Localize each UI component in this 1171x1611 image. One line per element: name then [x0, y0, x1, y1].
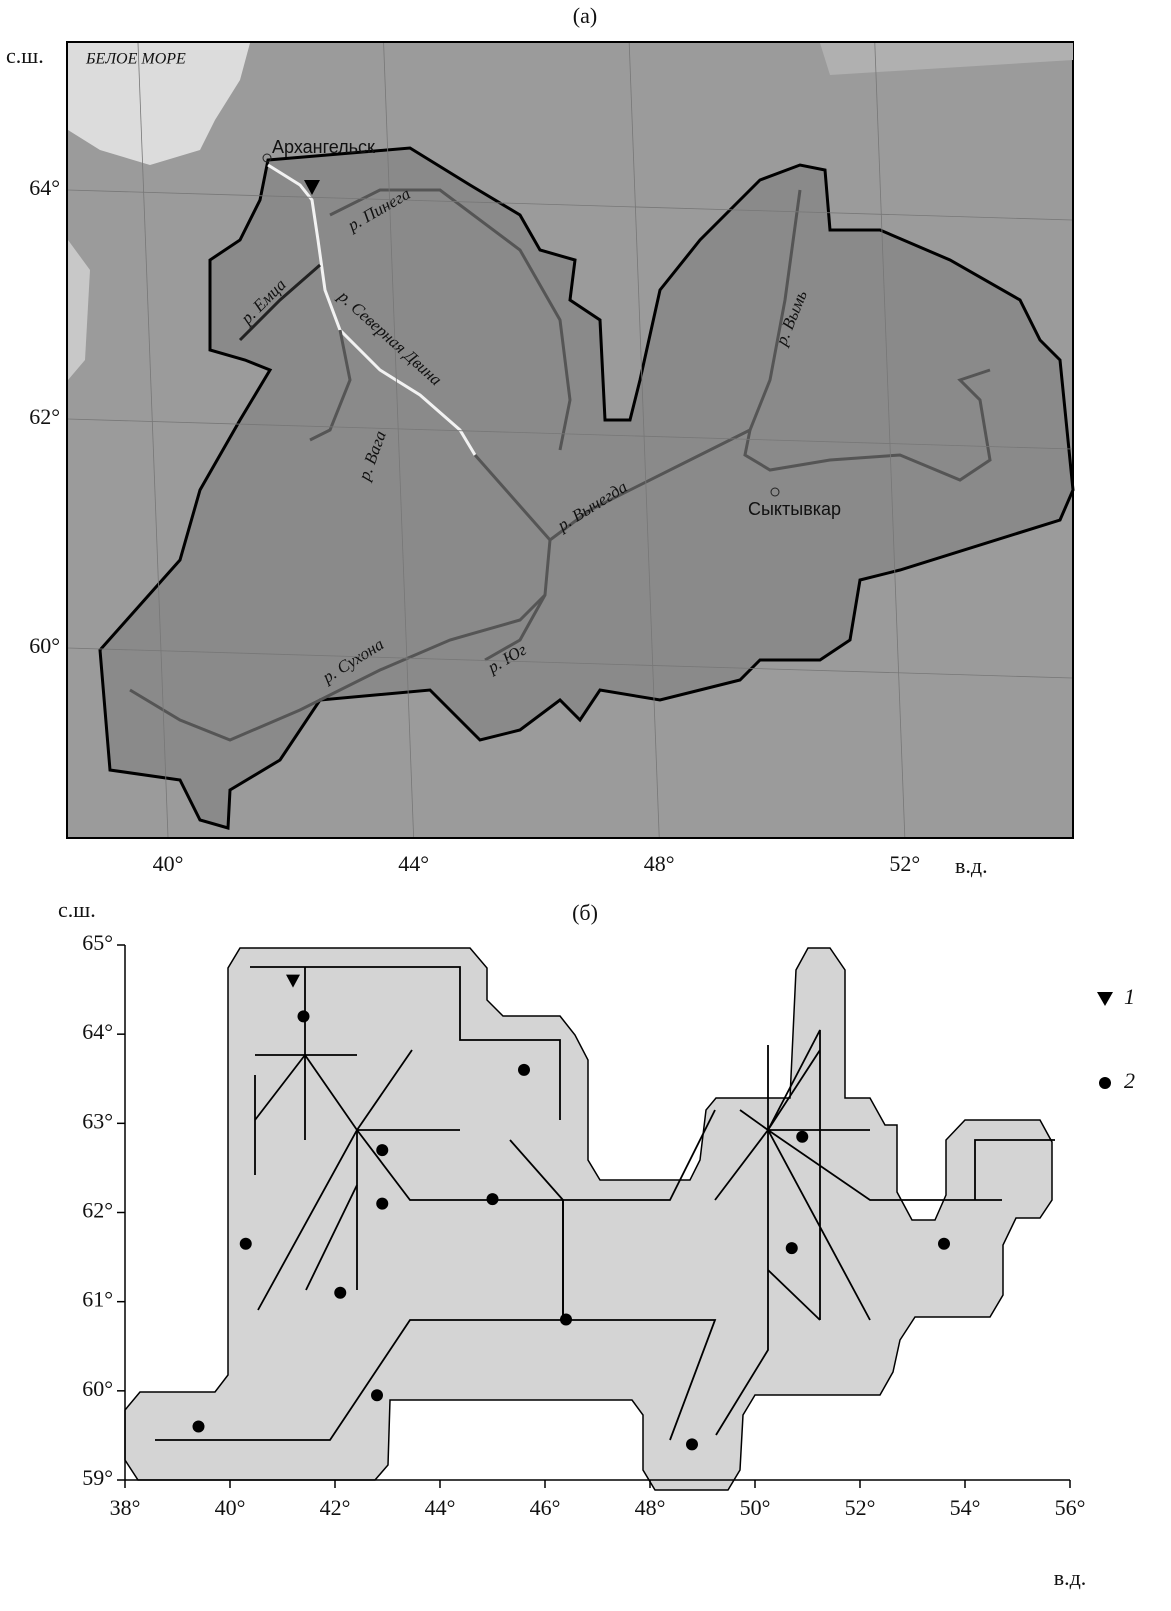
- lat-axis-label: с.ш.: [58, 897, 96, 922]
- y-tick-label: 65°: [82, 930, 113, 955]
- station-point: [487, 1193, 499, 1205]
- map: [67, 42, 1073, 838]
- x-tick-label: 40°: [215, 1495, 246, 1520]
- y-tick-label: 64°: [82, 1019, 113, 1044]
- station-point: [334, 1287, 346, 1299]
- y-tick-label: 63°: [82, 1108, 113, 1133]
- station-point: [686, 1438, 698, 1450]
- lon-tick-label: 40°: [153, 851, 184, 876]
- station-point: [298, 1010, 310, 1022]
- station-point: [786, 1242, 798, 1254]
- x-tick-label: 50°: [740, 1495, 771, 1520]
- x-tick-label: 44°: [425, 1495, 456, 1520]
- lon-tick-label: 44°: [398, 851, 429, 876]
- station-point: [560, 1314, 572, 1326]
- basin-grid-area: [125, 948, 1052, 1490]
- station-point: [518, 1064, 530, 1076]
- lat-tick-label: 64°: [29, 175, 60, 200]
- x-tick-label: 48°: [635, 1495, 666, 1520]
- panel-label: (б): [572, 900, 598, 925]
- sea-label: БЕЛОЕ МОРЕ: [85, 51, 186, 68]
- station-point: [376, 1144, 388, 1156]
- place-label: Сыктывкар: [748, 499, 841, 519]
- legend-marker: [1099, 1077, 1111, 1089]
- legend-label: 2: [1124, 1068, 1135, 1093]
- station-point: [193, 1421, 205, 1433]
- x-tick-label: 38°: [110, 1495, 141, 1520]
- legend-marker: [1097, 992, 1113, 1006]
- lon-tick-label: 48°: [644, 851, 675, 876]
- lat-axis-label: с.ш.: [6, 43, 44, 68]
- y-tick-label: 60°: [82, 1376, 113, 1401]
- panel-label: (а): [573, 3, 597, 28]
- legend-label: 1: [1124, 984, 1135, 1009]
- lat-tick-label: 62°: [29, 404, 60, 429]
- x-tick-label: 42°: [320, 1495, 351, 1520]
- y-tick-label: 59°: [82, 1465, 113, 1490]
- station-point: [376, 1198, 388, 1210]
- x-tick-label: 52°: [845, 1495, 876, 1520]
- station-point: [796, 1131, 808, 1143]
- x-tick-label: 54°: [950, 1495, 981, 1520]
- page: (а) с.ш. БЕЛОЕ МОРЕ Архангельск Сыктывка…: [0, 0, 1171, 1611]
- figure: (а) с.ш. БЕЛОЕ МОРЕ Архангельск Сыктывка…: [0, 0, 1171, 1611]
- x-tick-label: 46°: [530, 1495, 561, 1520]
- lon-tick-label: 52°: [889, 851, 920, 876]
- y-tick-label: 62°: [82, 1198, 113, 1223]
- place-label: Архангельск: [272, 137, 375, 157]
- station-point: [938, 1238, 950, 1250]
- station-point: [240, 1238, 252, 1250]
- station-point: [371, 1389, 383, 1401]
- lon-axis-label: в.д.: [1054, 1565, 1087, 1590]
- lon-axis-label: в.д.: [955, 853, 988, 878]
- x-tick-label: 56°: [1055, 1495, 1086, 1520]
- y-tick-label: 61°: [82, 1287, 113, 1312]
- lat-tick-label: 60°: [29, 633, 60, 658]
